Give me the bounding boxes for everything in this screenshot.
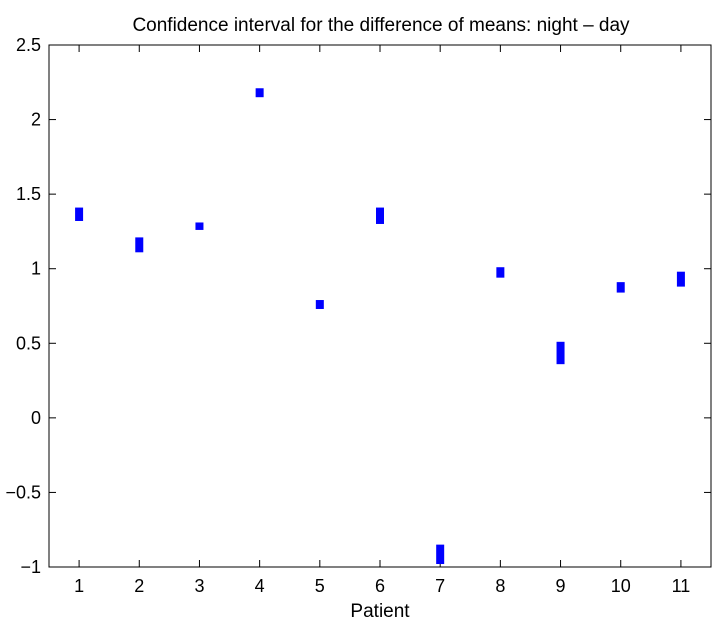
interval-bar xyxy=(195,222,204,230)
x-tick-label: 6 xyxy=(375,576,385,596)
interval-bar xyxy=(436,544,445,565)
y-axis-ticks: −1 −0.5 0 0.5 1 1.5 2 2.5 xyxy=(5,35,711,577)
x-tick-label: 3 xyxy=(194,576,204,596)
interval-bar xyxy=(496,267,505,278)
x-axis-label: Patient xyxy=(350,601,410,622)
axes-box xyxy=(48,44,712,568)
interval-bar xyxy=(315,300,324,309)
y-tick-label: 0 xyxy=(31,408,41,428)
chart-title: Confidence interval for the difference o… xyxy=(132,15,630,36)
interval-bar xyxy=(376,207,384,224)
x-tick-label: 8 xyxy=(495,576,505,596)
x-tick-label: 1 xyxy=(74,576,84,596)
interval-marks xyxy=(75,88,685,565)
x-tick-label: 11 xyxy=(672,576,691,596)
interval-bar xyxy=(135,237,144,253)
interval-bar xyxy=(556,341,565,365)
y-tick-label: 1 xyxy=(31,259,41,279)
x-tick-label: 2 xyxy=(134,576,144,596)
y-tick-label: −0.5 xyxy=(5,482,41,502)
interval-bar xyxy=(255,88,264,98)
x-tick-label: 7 xyxy=(435,576,445,596)
x-axis-ticks: 1 2 3 4 5 6 7 8 9 10 11 xyxy=(74,45,690,596)
interval-bar xyxy=(676,271,685,287)
y-tick-label: −1 xyxy=(20,557,41,577)
plot-area xyxy=(48,44,712,568)
interval-bar xyxy=(75,207,84,221)
y-tick-label: 0.5 xyxy=(16,333,41,353)
y-tick-label: 1.5 xyxy=(16,184,41,204)
x-tick-label: 4 xyxy=(255,576,265,596)
x-tick-label: 9 xyxy=(556,576,566,596)
x-tick-label: 10 xyxy=(611,576,631,596)
y-tick-label: 2.5 xyxy=(16,35,41,55)
x-tick-label: 5 xyxy=(315,576,325,596)
interval-bar xyxy=(616,282,625,293)
y-tick-label: 2 xyxy=(31,110,41,130)
